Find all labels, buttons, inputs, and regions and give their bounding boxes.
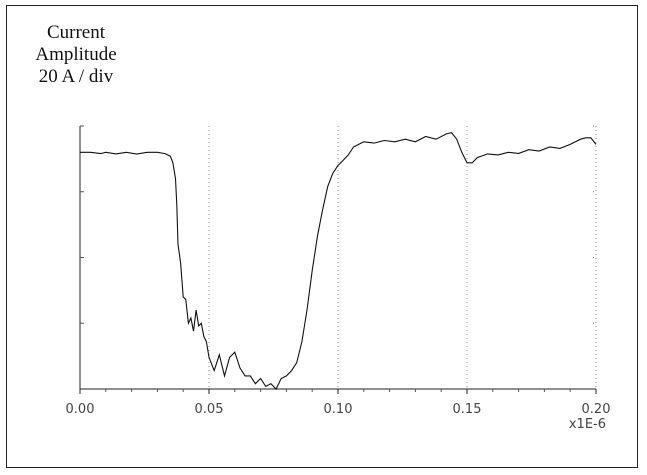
x-tick-label-0.20: 0.20 <box>582 402 611 417</box>
x-tick-label-0.00: 0.00 <box>66 402 95 417</box>
chart-plot-area: 0.00 0.05 0.10 0.15 0.20 x1E-6 <box>66 125 611 432</box>
x-axis-multiplier: x1E-6 <box>569 417 606 432</box>
y-axis-label-line-3: 20 A / div <box>38 66 114 87</box>
x-tick-label-0.10: 0.10 <box>324 402 353 417</box>
grid-lines <box>208 126 597 389</box>
x-tick-labels: 0.00 0.05 0.10 0.15 0.20 <box>66 402 611 417</box>
y-axis-label-line-2: Amplitude <box>35 44 117 65</box>
current-trace <box>80 131 597 390</box>
tick-marks <box>79 125 597 394</box>
x-tick-label-0.15: 0.15 <box>453 402 482 417</box>
x-tick-label-0.05: 0.05 <box>195 402 224 417</box>
chart-frame: Current Amplitude 20 A / div 0.00 0.05 0.1… <box>6 5 638 468</box>
y-axis-label-line-1: Current <box>46 22 106 43</box>
